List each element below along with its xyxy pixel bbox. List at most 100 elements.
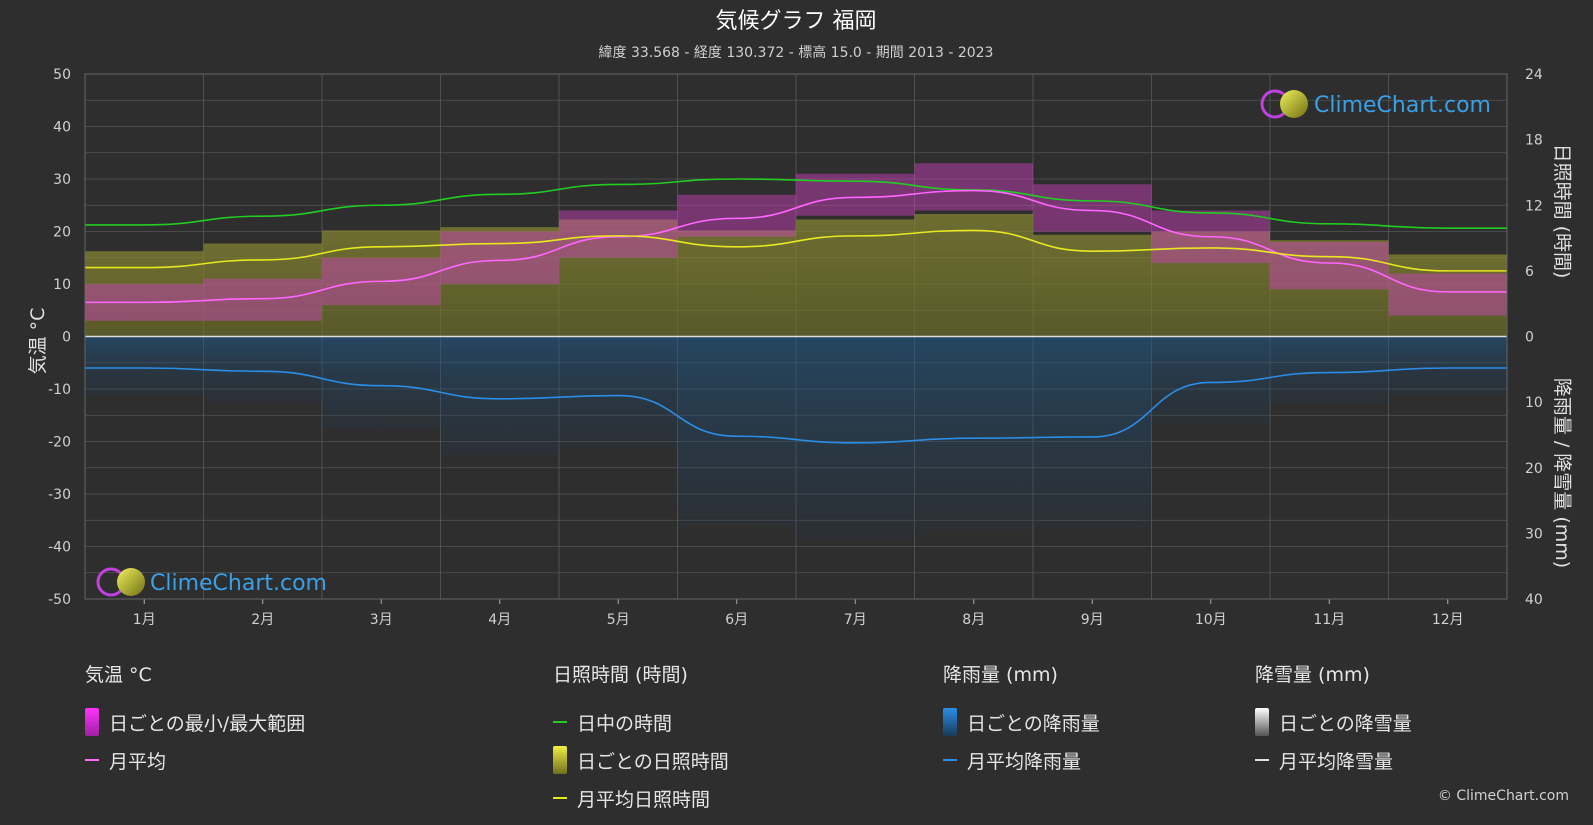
legend-item-label: 月平均 <box>109 750 167 773</box>
snow-avg-swatch <box>1255 759 1269 761</box>
y-right-bottom-tick-label: 30 <box>1525 526 1543 542</box>
x-tick-label: 6月 <box>725 612 748 628</box>
logo-sun-icon <box>117 568 145 596</box>
y-left-tick-label: 20 <box>53 225 71 241</box>
logo-top[interactable]: ClimeChart.com <box>1260 89 1491 119</box>
sun-bar <box>322 230 441 337</box>
legend-item-daily-sun: 日ごとの日照時間 <box>553 741 729 779</box>
legend-item-label: 月平均降雨量 <box>967 750 1082 773</box>
y-right-top-tick-label: 0 <box>1525 330 1534 346</box>
legend-item-label: 日中の時間 <box>577 712 673 735</box>
copyright: © ClimeChart.com <box>1437 788 1569 804</box>
temp-range-bar <box>440 231 559 284</box>
legend-snow: 降雪量 (mm) 日ごとの降雪量 月平均降雪量 <box>1255 660 1412 779</box>
logo-bottom-text: ClimeChart.com <box>150 571 327 596</box>
rain-bar <box>677 336 796 527</box>
legend-item-label: 日ごとの日照時間 <box>577 750 729 773</box>
x-tick-label: 7月 <box>844 612 867 628</box>
rain-avg-swatch <box>943 759 957 761</box>
y-right-bottom-tick-label: 20 <box>1525 461 1543 477</box>
daily-sun-swatch <box>553 746 567 774</box>
y-left-tick-label: 40 <box>53 120 71 136</box>
legend-rain-heading: 降雨量 (mm) <box>943 664 1058 686</box>
y-right-top-tick-label: 24 <box>1525 67 1543 83</box>
sun-bar <box>796 219 915 337</box>
plot-frame <box>84 73 1508 600</box>
climate-chart: 気候グラフ 福岡 緯度 33.568 - 経度 130.372 - 標高 15.… <box>27 9 1573 628</box>
y-left-axis-label: 気温 °C <box>27 308 49 375</box>
legend-temp: 気温 °C 日ごとの最小/最大範囲 月平均 <box>85 660 305 779</box>
x-tick-label: 5月 <box>607 612 630 628</box>
sun-avg-swatch <box>553 797 567 799</box>
legend-temp-heading: 気温 °C <box>85 664 152 686</box>
sun-bar <box>203 243 322 337</box>
x-tick-label: 4月 <box>488 612 511 628</box>
y-right-bottom-tick-label: 10 <box>1525 395 1543 411</box>
x-tick-label: 8月 <box>962 612 985 628</box>
temp-range-bar <box>1388 273 1507 316</box>
y-right-top-tick-label: 18 <box>1525 133 1543 149</box>
legend-sun: 日照時間 (時間) 日中の時間 日ごとの日照時間 月平均日照時間 <box>553 660 729 817</box>
legend-item-sun-avg: 月平均日照時間 <box>553 779 729 817</box>
rain-bar <box>85 336 204 397</box>
logo-sun-icon <box>1280 90 1308 118</box>
chart-title: 気候グラフ 福岡 <box>716 9 877 34</box>
y-left-tick-label: -50 <box>48 592 71 608</box>
daily-snow-swatch <box>1255 708 1269 736</box>
rain-bar <box>914 336 1033 530</box>
temp-avg-swatch <box>85 759 99 761</box>
legend-item-temp-avg: 月平均 <box>85 741 305 779</box>
y-left-tick-label: 30 <box>53 172 71 188</box>
temp-range-bar <box>914 163 1033 211</box>
y-left-tick-label: -20 <box>48 435 71 451</box>
rain-bar <box>1033 336 1152 528</box>
y-left-tick-label: -10 <box>48 382 71 398</box>
rain-bar <box>796 336 915 539</box>
legend-item-label: 日ごとの降雨量 <box>967 712 1100 735</box>
legend-item-temp-range: 日ごとの最小/最大範囲 <box>85 703 305 741</box>
axes: 50 40 30 20 10 0 -10 -20 -30 -40 -50 24 18 12 6 0 10 20 30… <box>48 67 1543 628</box>
legend-item-label: 月平均降雪量 <box>1279 750 1394 773</box>
y-right-top-axis-label: 日照時間 (時間) <box>1551 144 1573 279</box>
temp-range-bar <box>559 210 678 258</box>
sun-bar <box>677 230 796 337</box>
x-tick-label: 2月 <box>251 612 274 628</box>
series-line <box>85 367 1507 444</box>
series-line <box>85 189 1507 304</box>
legend-rain: 降雨量 (mm) 日ごとの降雨量 月平均降雨量 <box>943 660 1100 779</box>
y-left-tick-label: 0 <box>62 330 71 346</box>
temp-range-bar <box>1033 184 1152 232</box>
y-right-top-tick-label: 6 <box>1525 264 1534 280</box>
y-left-tick-label: 10 <box>53 277 71 293</box>
legend-item-label: 日ごとの降雪量 <box>1279 712 1412 735</box>
temp-range-bar <box>677 194 796 237</box>
legend-item-daily-rain: 日ごとの降雨量 <box>943 703 1100 741</box>
temp-range-swatch <box>85 708 99 736</box>
x-tick-label: 10月 <box>1195 612 1227 628</box>
series-line <box>84 178 1507 230</box>
x-tick-label: 1月 <box>133 612 156 628</box>
y-right-top-tick-label: 12 <box>1525 198 1543 214</box>
y-left-tick-label: -40 <box>48 540 71 556</box>
daylight-swatch <box>553 721 567 723</box>
legend-snow-heading: 降雪量 (mm) <box>1255 664 1370 686</box>
sun-bar <box>559 219 678 337</box>
chart-subtitle: 緯度 33.568 - 経度 130.372 - 標高 15.0 - 期間 20… <box>599 44 994 61</box>
rain-bar <box>559 336 678 449</box>
x-tick-label: 9月 <box>1081 612 1104 628</box>
series-line <box>84 229 1507 272</box>
x-tick-label: 12月 <box>1432 612 1464 628</box>
legend-item-label: 月平均日照時間 <box>577 788 711 811</box>
y-left-tick-label: -30 <box>48 487 71 503</box>
logo-bottom[interactable]: ClimeChart.com <box>96 567 327 597</box>
rain-bar <box>203 336 322 403</box>
legend-item-snow-avg: 月平均降雪量 <box>1255 741 1412 779</box>
y-right-bottom-tick-label: 40 <box>1525 592 1543 608</box>
daily-rain-swatch <box>943 708 957 736</box>
x-tick-label: 3月 <box>370 612 393 628</box>
legend-item-label: 日ごとの最小/最大範囲 <box>109 712 306 735</box>
y-left-tick-label: 50 <box>53 67 71 83</box>
legend-item-daily-snow: 日ごとの降雪量 <box>1255 703 1412 741</box>
series-lines <box>84 178 1507 444</box>
rain-bar <box>322 336 441 431</box>
